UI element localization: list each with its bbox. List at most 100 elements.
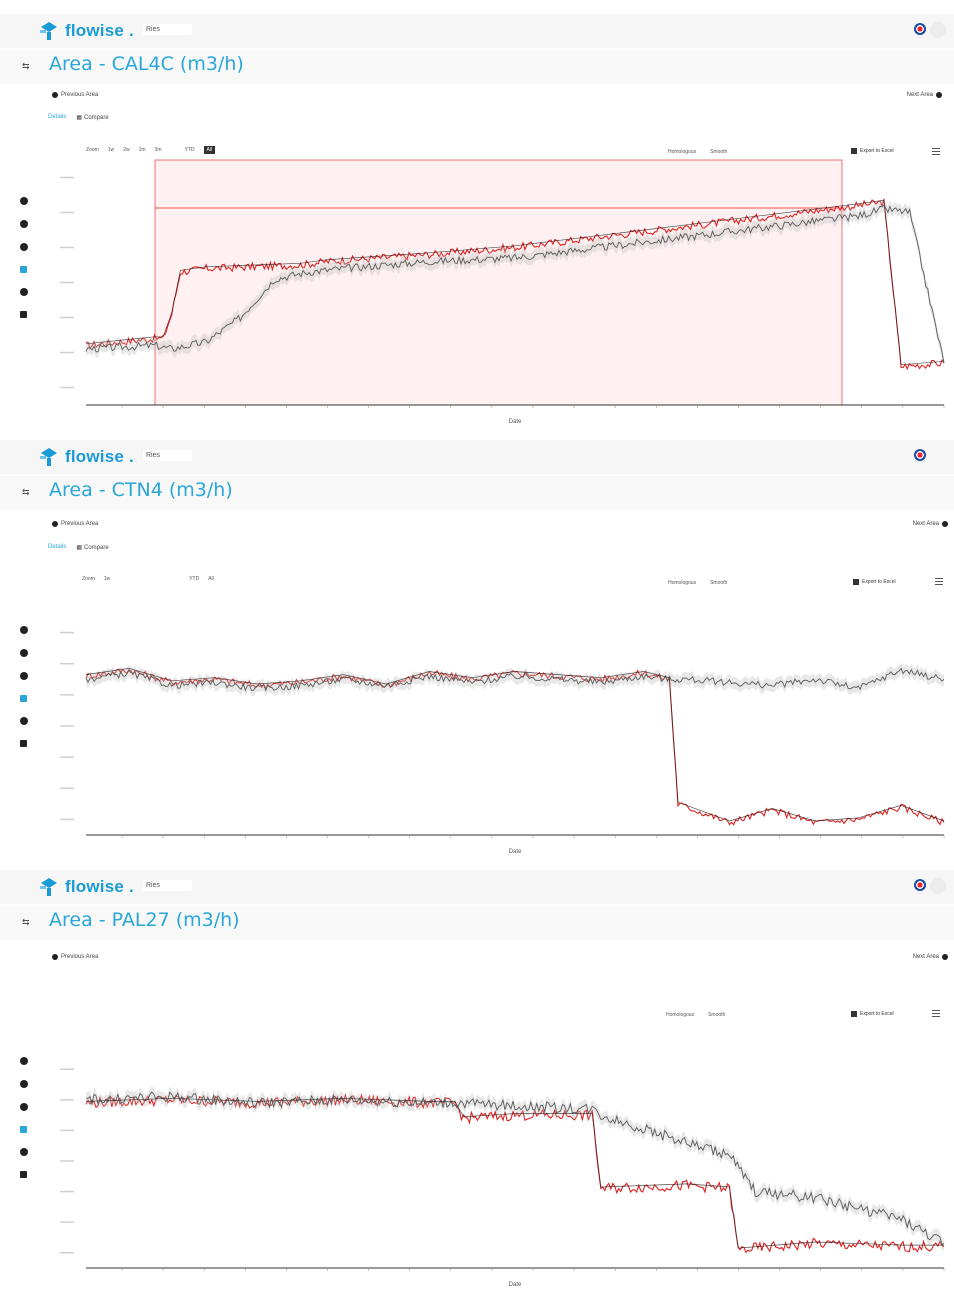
zoom-all[interactable]: All (203, 146, 216, 154)
predicted-flow-line (85, 204, 945, 364)
zoom-selector: Zoom 1w 2w 1m 3m YTD All (86, 146, 216, 154)
zoom-2w[interactable]: 2w (123, 147, 130, 153)
report-icon[interactable] (20, 1171, 27, 1178)
settings-icon[interactable] (20, 243, 28, 251)
flag-icon[interactable] (914, 23, 926, 35)
title-bar: ⇆ Area - CTN4 (m3/h) (0, 476, 954, 510)
zoom-1w[interactable]: 1w (107, 147, 115, 153)
hamburger-menu-icon[interactable] (932, 1010, 940, 1019)
chart-icon[interactable] (20, 1126, 27, 1133)
export-icon (851, 148, 857, 154)
actual-flow-line (85, 668, 945, 826)
previous-area-button[interactable]: Previous Area (52, 92, 98, 98)
arrow-right-icon (942, 954, 948, 960)
export-excel-button[interactable]: Export to Excel (853, 579, 896, 585)
tab-compare[interactable]: ▦ Compare (76, 544, 109, 552)
flow-chart[interactable]: Date (0, 0, 954, 432)
next-area-button[interactable]: Next Area (913, 521, 948, 527)
flag-icon[interactable] (914, 879, 926, 891)
selection-region (154, 159, 843, 406)
tab-details[interactable]: Details (48, 544, 67, 550)
zoom-selector: Zoom 1w YTD All (82, 576, 214, 582)
export-excel-button[interactable]: Export to Excel (851, 148, 894, 154)
app-header: flowise. Ries (0, 440, 954, 474)
tab-compare[interactable]: ▦ Compare (76, 114, 109, 122)
zoom-ytd[interactable]: YTD (184, 147, 195, 153)
tab-details[interactable]: Details (48, 114, 67, 120)
smooth-toggle[interactable]: Smooth (710, 580, 728, 586)
homologous-toggle[interactable]: Homologous (668, 580, 697, 586)
side-toolbar (20, 197, 28, 333)
app-header: flowise. Ries (0, 870, 954, 904)
app-name: flowise (65, 447, 125, 466)
chart-icon[interactable] (20, 266, 27, 273)
flowise-logo-icon (40, 878, 57, 896)
previous-area-button[interactable]: Previous Area (52, 521, 98, 527)
zoom-label: Zoom (86, 147, 99, 153)
clock-icon[interactable] (20, 197, 28, 205)
smooth-toggle[interactable]: Smooth (708, 1012, 726, 1018)
report-icon[interactable] (20, 740, 27, 747)
clock-icon[interactable] (20, 1057, 28, 1065)
info-icon[interactable] (20, 1080, 28, 1088)
zoom-3m[interactable]: 3m (154, 147, 162, 153)
arrow-right-icon (942, 521, 948, 527)
user-avatar[interactable] (930, 22, 946, 38)
observed-flow-line (85, 199, 945, 366)
prediction-band (86, 1086, 944, 1251)
globe-icon[interactable] (20, 717, 28, 725)
app-name: flowise (65, 21, 125, 40)
prediction-band (86, 662, 944, 697)
flow-chart[interactable]: Date (0, 864, 954, 1296)
clock-icon[interactable] (20, 626, 28, 634)
hamburger-menu-icon[interactable] (935, 578, 943, 587)
predicted-flow-line (85, 1091, 945, 1246)
arrow-right-icon (936, 92, 942, 98)
sidebar-toggle-icon[interactable]: ⇆ (22, 61, 30, 71)
info-icon[interactable] (20, 649, 28, 657)
title-bar: ⇆ Area - PAL27 (m3/h) (0, 906, 954, 940)
info-icon[interactable] (20, 220, 28, 228)
app-logo[interactable]: flowise. (38, 877, 134, 897)
chart-icon[interactable] (20, 695, 27, 702)
observed-flow-line (85, 1097, 944, 1249)
hamburger-menu-icon[interactable] (932, 148, 940, 157)
homologous-toggle[interactable]: Homologous (668, 149, 697, 155)
report-icon[interactable] (20, 311, 27, 318)
settings-icon[interactable] (20, 1103, 28, 1111)
export-excel-button[interactable]: Export to Excel (851, 1011, 894, 1017)
globe-icon[interactable] (20, 288, 28, 296)
breadcrumb[interactable]: Ries (143, 880, 192, 891)
side-toolbar (20, 1057, 28, 1193)
settings-icon[interactable] (20, 672, 28, 680)
breadcrumb[interactable]: Ries (143, 24, 192, 35)
title-bar: ⇆ Area - CAL4C (m3/h) (0, 50, 954, 84)
actual-flow-line (85, 1092, 945, 1254)
page-title: Area - CTN4 (m3/h) (49, 479, 233, 501)
user-avatar[interactable] (930, 878, 946, 894)
next-area-button[interactable]: Next Area (907, 92, 942, 98)
zoom-label: Zoom (82, 576, 95, 582)
arrow-left-icon (52, 954, 58, 960)
export-icon (853, 579, 859, 585)
zoom-ytd[interactable]: YTD (189, 576, 200, 582)
globe-icon[interactable] (20, 1148, 28, 1156)
page-title: Area - CAL4C (m3/h) (49, 53, 244, 75)
smooth-toggle[interactable]: Smooth (710, 149, 728, 155)
panel-pal27: flowise. Ries ⇆ Area - PAL27 (m3/h) Prev… (0, 864, 954, 1296)
breadcrumb[interactable]: Ries (143, 450, 192, 461)
flag-icon[interactable] (914, 449, 926, 461)
arrow-left-icon (52, 521, 58, 527)
app-logo[interactable]: flowise. (38, 21, 134, 41)
app-logo[interactable]: flowise. (38, 447, 134, 467)
zoom-1w[interactable]: 1w (103, 576, 111, 582)
sidebar-toggle-icon[interactable]: ⇆ (22, 917, 30, 927)
next-area-button[interactable]: Next Area (913, 954, 948, 960)
zoom-1m[interactable]: 1m (138, 147, 146, 153)
sidebar-toggle-icon[interactable]: ⇆ (22, 487, 30, 497)
arrow-left-icon (52, 92, 58, 98)
flow-chart[interactable]: Date (0, 432, 954, 864)
homologous-toggle[interactable]: Homologous (666, 1012, 695, 1018)
previous-area-button[interactable]: Previous Area (52, 954, 98, 960)
zoom-all[interactable]: All (208, 576, 214, 582)
